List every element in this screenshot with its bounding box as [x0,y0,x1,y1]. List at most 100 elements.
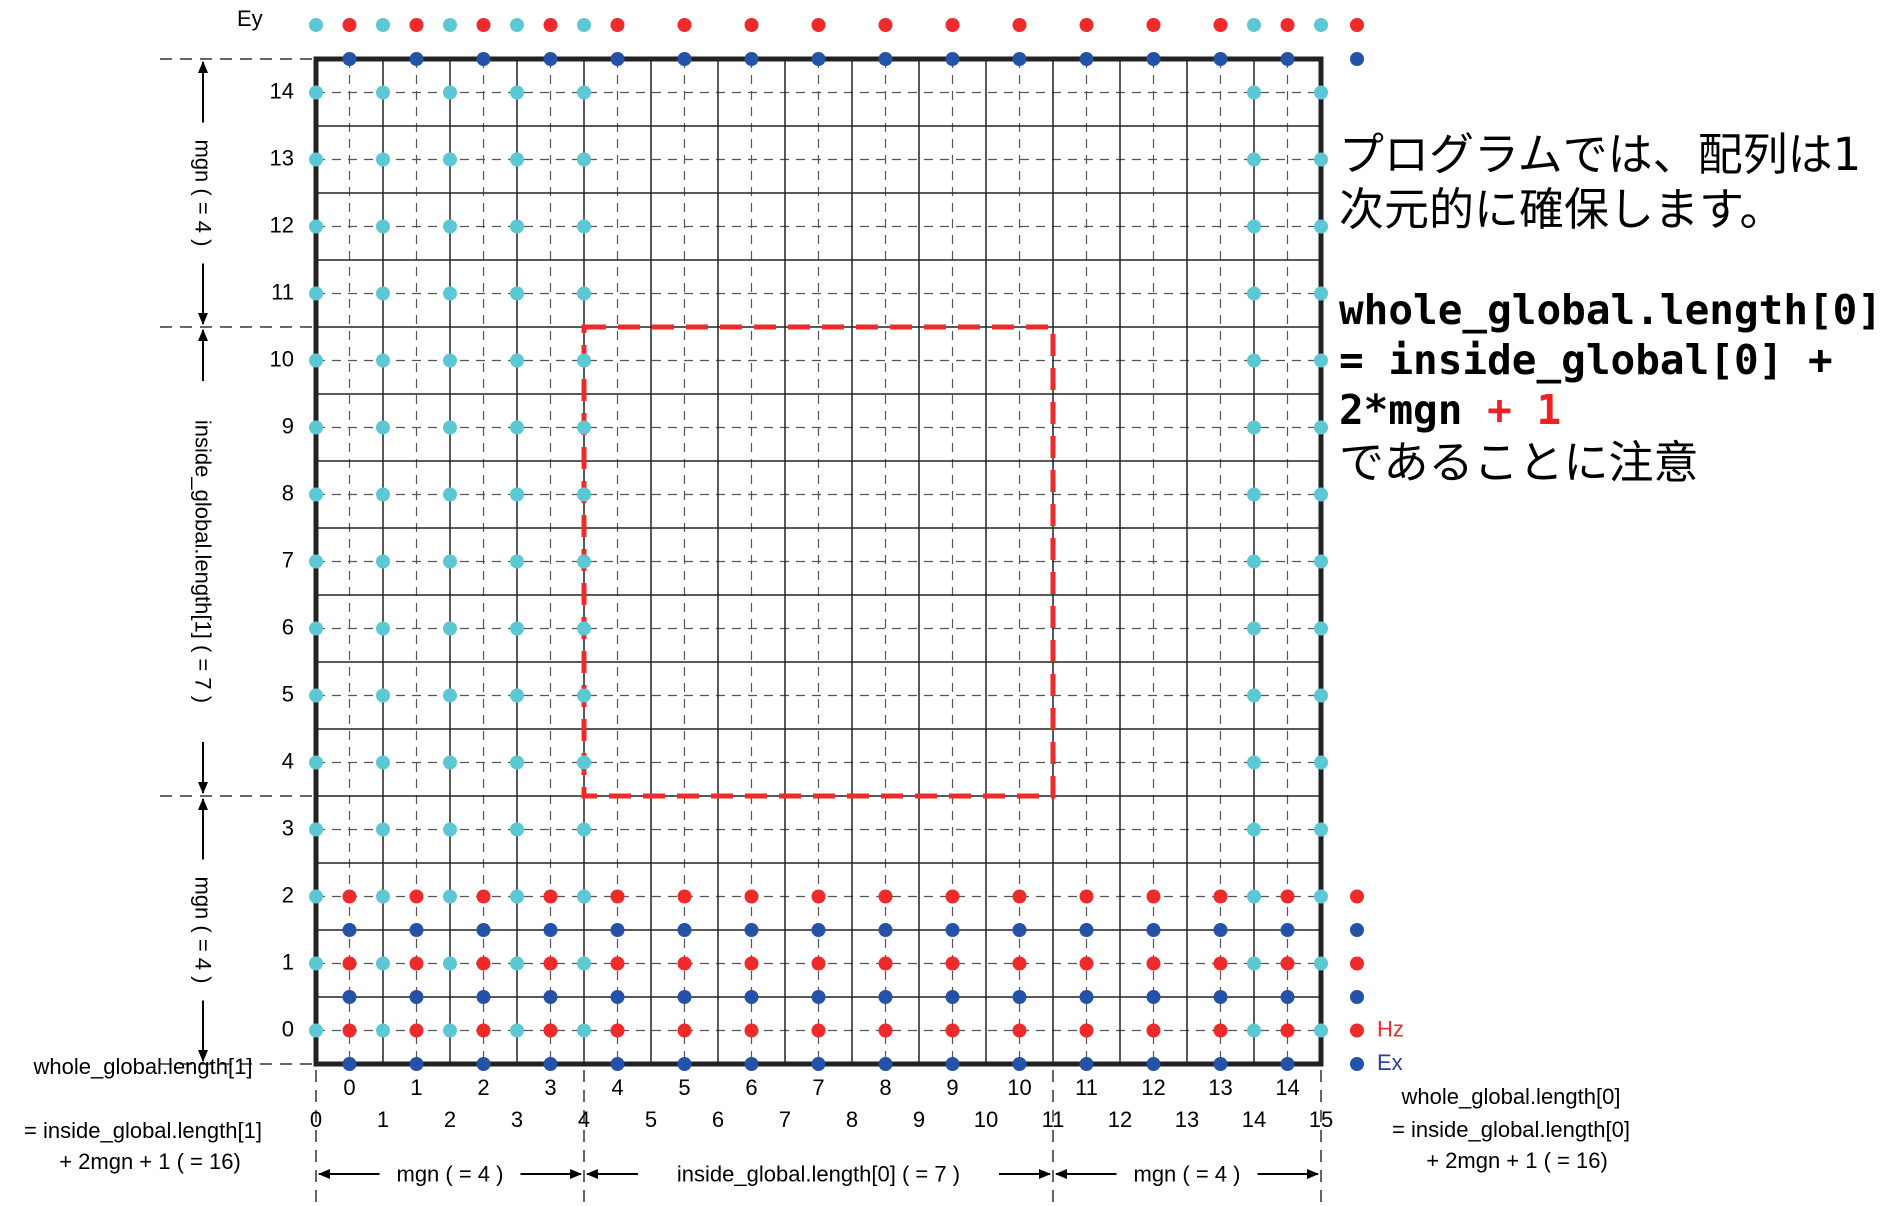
hz-point [677,18,692,32]
left-formula-line-3: + 2mgn + 1 ( = 16) [59,1149,241,1174]
ey-point [443,85,457,100]
cell-index-label: 12 [1141,1075,1165,1100]
ey-point [443,621,457,636]
ey-point [510,487,524,502]
ex-point [1079,990,1094,1004]
hz-point [409,1023,424,1038]
ey-point [1247,85,1261,100]
ex-point [409,990,424,1004]
ex-point [409,923,424,937]
ex-point [744,52,759,66]
dimension-label-bg [638,1159,999,1189]
node-index-label: 12 [1108,1107,1132,1132]
cell-index-label: 13 [1208,1075,1232,1100]
ey-point [309,956,323,971]
dimension-annotations: mgn ( = 4 ) inside_global.length[1] ( = 7… [160,58,1322,1206]
ex-point [543,52,558,66]
ey-point [443,487,457,502]
cell-index-label: 9 [946,1075,958,1100]
ey-point [1247,18,1261,32]
ey-point [510,889,524,904]
hz-point [1350,956,1364,971]
hz-legend-label: Hz [1377,1016,1404,1041]
ey-point [577,621,591,636]
ey-point [376,956,390,971]
ey-point [443,755,457,770]
ey-point [1247,152,1261,167]
ex-point [1012,990,1027,1004]
hz-point [543,1023,558,1038]
node-index-label: 5 [645,1107,657,1132]
ex-point [342,52,357,66]
ex-point [1012,52,1027,66]
ex-point [1213,923,1228,937]
hz-point [945,956,960,971]
left-formula-line-1: whole_global.length[1] [33,1054,253,1079]
ex-point [878,990,893,1004]
left-formula-line-2: = inside_global.length[1] [24,1118,262,1143]
ey-point [376,85,390,100]
hz-point [342,1023,357,1038]
hz-point [476,956,491,971]
ey-point [376,18,390,32]
row-index-label: 0 [282,1016,294,1041]
hz-point [543,889,558,904]
hz-point [1012,956,1027,971]
ey-point [376,286,390,301]
node-index-label: 0 [310,1107,322,1132]
ex-point [342,990,357,1004]
ex-point [1350,990,1364,1004]
ey-point [443,956,457,971]
node-index-label: 14 [1242,1107,1266,1132]
ey-point [1247,956,1261,971]
hz-point [1079,889,1094,904]
row-index-label: 11 [271,279,294,304]
ex-point [1012,1057,1027,1071]
hz-point [945,889,960,904]
ey-point [1247,889,1261,904]
ey-point [309,85,323,100]
ey-point [510,1023,524,1038]
hz-point [1280,1023,1295,1038]
ey-point [376,755,390,770]
ex-point [1213,990,1228,1004]
note-line-1: プログラムでは、配列は1 [1339,128,1862,181]
ey-point [577,420,591,435]
cell-index-label: 1 [410,1075,422,1100]
ey-point [1314,554,1328,569]
hz-point [878,1023,893,1038]
hz-point [1012,1023,1027,1038]
hz-point [677,889,692,904]
hz-point [945,1023,960,1038]
ex-point [1350,923,1364,937]
ey-point [443,688,457,703]
node-index-label: 9 [913,1107,925,1132]
ey-point [1314,688,1328,703]
ey-point [1314,621,1328,636]
dimension-label-bg [1116,1159,1258,1189]
ey-point [510,85,524,100]
ey-point [309,18,323,32]
ex-point [1079,923,1094,937]
ey-point [309,152,323,167]
ey-point [510,956,524,971]
ey-point [309,822,323,837]
cell-index-label: 6 [745,1075,757,1100]
ey-point [443,1023,457,1038]
hz-point [543,18,558,32]
ex-point [1280,1057,1295,1071]
ex-point [811,923,826,937]
ey-point [1247,822,1261,837]
cell-index-label: 11 [1075,1075,1098,1100]
cell-index-label: 2 [477,1075,489,1100]
row-index-label: 9 [282,413,294,438]
node-index-label: 3 [511,1107,523,1132]
ey-point [1247,755,1261,770]
row-index-label: 12 [270,212,294,237]
dimension-label-bg [188,381,218,742]
right-formula-line-2: = inside_global.length[0] [1392,1117,1630,1142]
field-points [309,18,1364,1071]
ey-point [443,889,457,904]
ex-point [1146,1057,1161,1071]
